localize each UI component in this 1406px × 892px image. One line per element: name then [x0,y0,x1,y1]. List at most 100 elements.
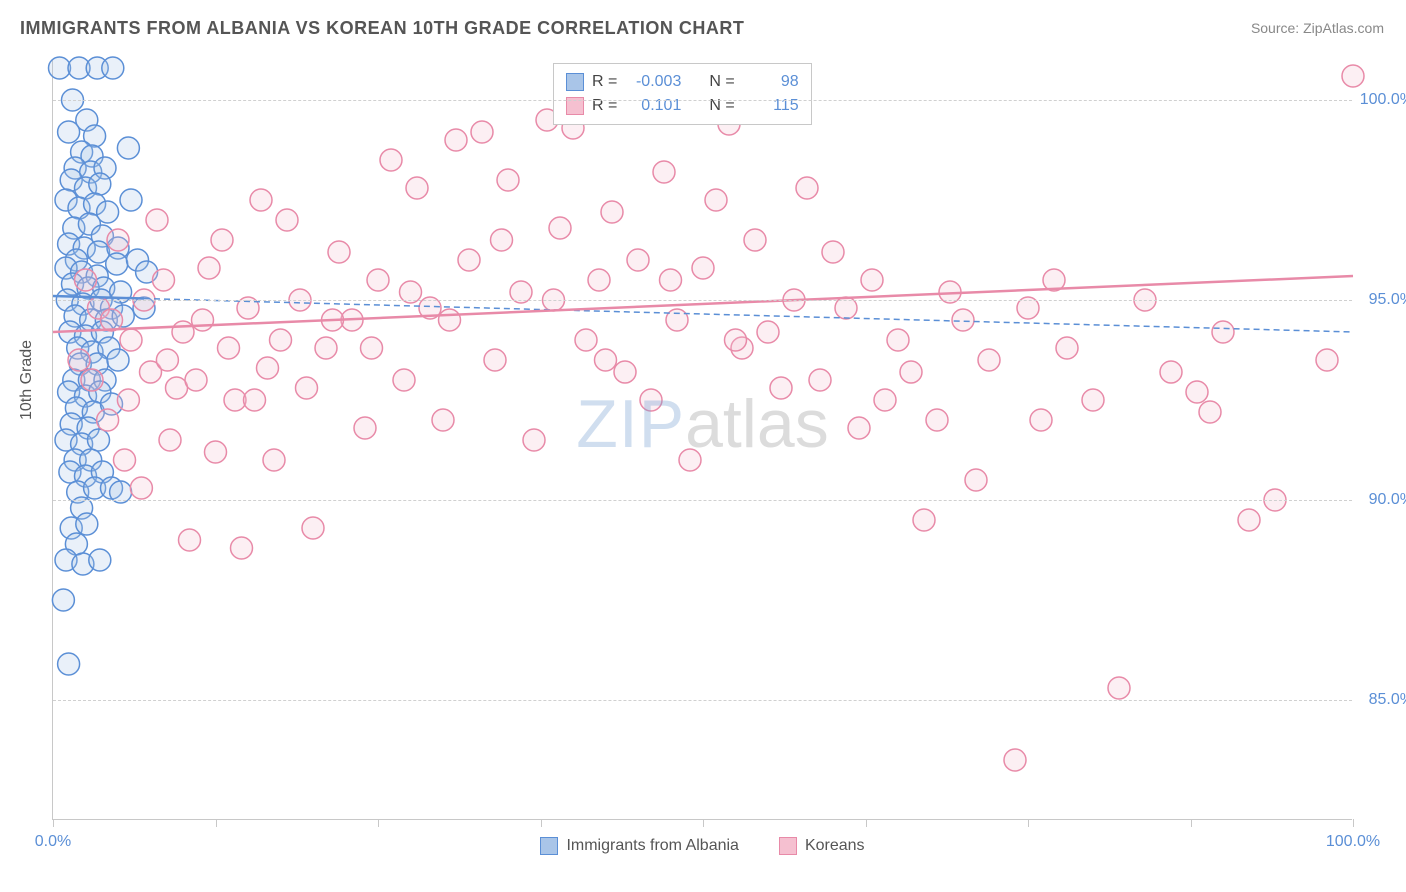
data-point [1212,321,1234,343]
data-point [406,177,428,199]
data-point [757,321,779,343]
data-point [445,129,467,151]
data-point [328,241,350,263]
data-point [1199,401,1221,423]
data-point [120,329,142,351]
data-point [179,529,201,551]
data-point [315,337,337,359]
data-point [588,269,610,291]
legend-item: Immigrants from Albania [540,837,739,855]
x-tick [703,819,704,827]
data-point [900,361,922,383]
data-point [1004,749,1026,771]
data-point [913,509,935,531]
x-tick [1353,819,1354,827]
data-point [887,329,909,351]
data-point [1056,337,1078,359]
data-point [97,409,119,431]
source-attribution: Source: ZipAtlas.com [1251,20,1384,36]
data-point [296,377,318,399]
data-point [1316,349,1338,371]
data-point [263,449,285,471]
data-point [627,249,649,271]
data-point [52,589,74,611]
data-point [156,349,178,371]
data-point [117,137,139,159]
data-point [653,161,675,183]
data-point [218,337,240,359]
x-tick [216,819,217,827]
data-point [244,389,266,411]
legend-row: R =0.101N =115 [566,94,799,118]
data-point [393,369,415,391]
data-point [81,369,103,391]
data-point [952,309,974,331]
legend-label: Immigrants from Albania [566,837,739,855]
data-point [380,149,402,171]
data-point [270,329,292,351]
y-tick-label: 85.0% [1369,691,1406,709]
data-point [458,249,480,271]
data-point [231,537,253,559]
data-point [257,357,279,379]
data-point [1186,381,1208,403]
data-point [185,369,207,391]
data-point [432,409,454,431]
legend-swatch [540,837,558,855]
data-point [484,349,506,371]
data-point [660,269,682,291]
x-tick [1028,819,1029,827]
y-tick-label: 95.0% [1369,291,1406,309]
data-point [978,349,1000,371]
data-point [88,429,110,451]
y-tick-label: 100.0% [1360,91,1406,109]
data-point [120,189,142,211]
data-point [497,169,519,191]
data-point [146,209,168,231]
legend-n-label: N = [709,73,734,91]
data-point [439,309,461,331]
chart-svg [53,60,1352,819]
correlation-legend: R =-0.003N =98R =0.101N =115 [553,63,812,125]
data-point [159,429,181,451]
data-point [692,257,714,279]
x-tick [53,819,54,827]
data-point [595,349,617,371]
x-tick [1191,819,1192,827]
legend-item: Koreans [779,837,865,855]
legend-swatch [779,837,797,855]
legend-row: R =-0.003N =98 [566,70,799,94]
x-tick [866,819,867,827]
data-point [809,369,831,391]
x-tick-label-max: 100.0% [1326,833,1380,851]
data-point [926,409,948,431]
data-point [666,309,688,331]
y-tick-label: 90.0% [1369,491,1406,509]
data-point [1108,677,1130,699]
data-point [302,517,324,539]
chart-title: IMMIGRANTS FROM ALBANIA VS KOREAN 10TH G… [20,18,744,39]
x-tick-label-min: 0.0% [35,833,71,851]
data-point [491,229,513,251]
data-point [205,441,227,463]
series-legend: Immigrants from Albania Koreans [53,837,1352,855]
data-point [101,309,123,331]
legend-swatch [566,73,584,91]
data-point [640,389,662,411]
plot-area: ZIPatlas R =-0.003N =98R =0.101N =115 Im… [52,60,1352,820]
data-point [1030,409,1052,431]
gridline [53,100,1352,101]
data-point [744,229,766,251]
legend-r-value: -0.003 [625,73,681,91]
data-point [114,449,136,471]
data-point [822,241,844,263]
data-point [192,309,214,331]
data-point [107,349,129,371]
data-point [166,377,188,399]
data-point [965,469,987,491]
data-point [575,329,597,351]
chart-container: IMMIGRANTS FROM ALBANIA VS KOREAN 10TH G… [0,0,1406,892]
data-point [1160,361,1182,383]
data-point [58,121,80,143]
data-point [1082,389,1104,411]
